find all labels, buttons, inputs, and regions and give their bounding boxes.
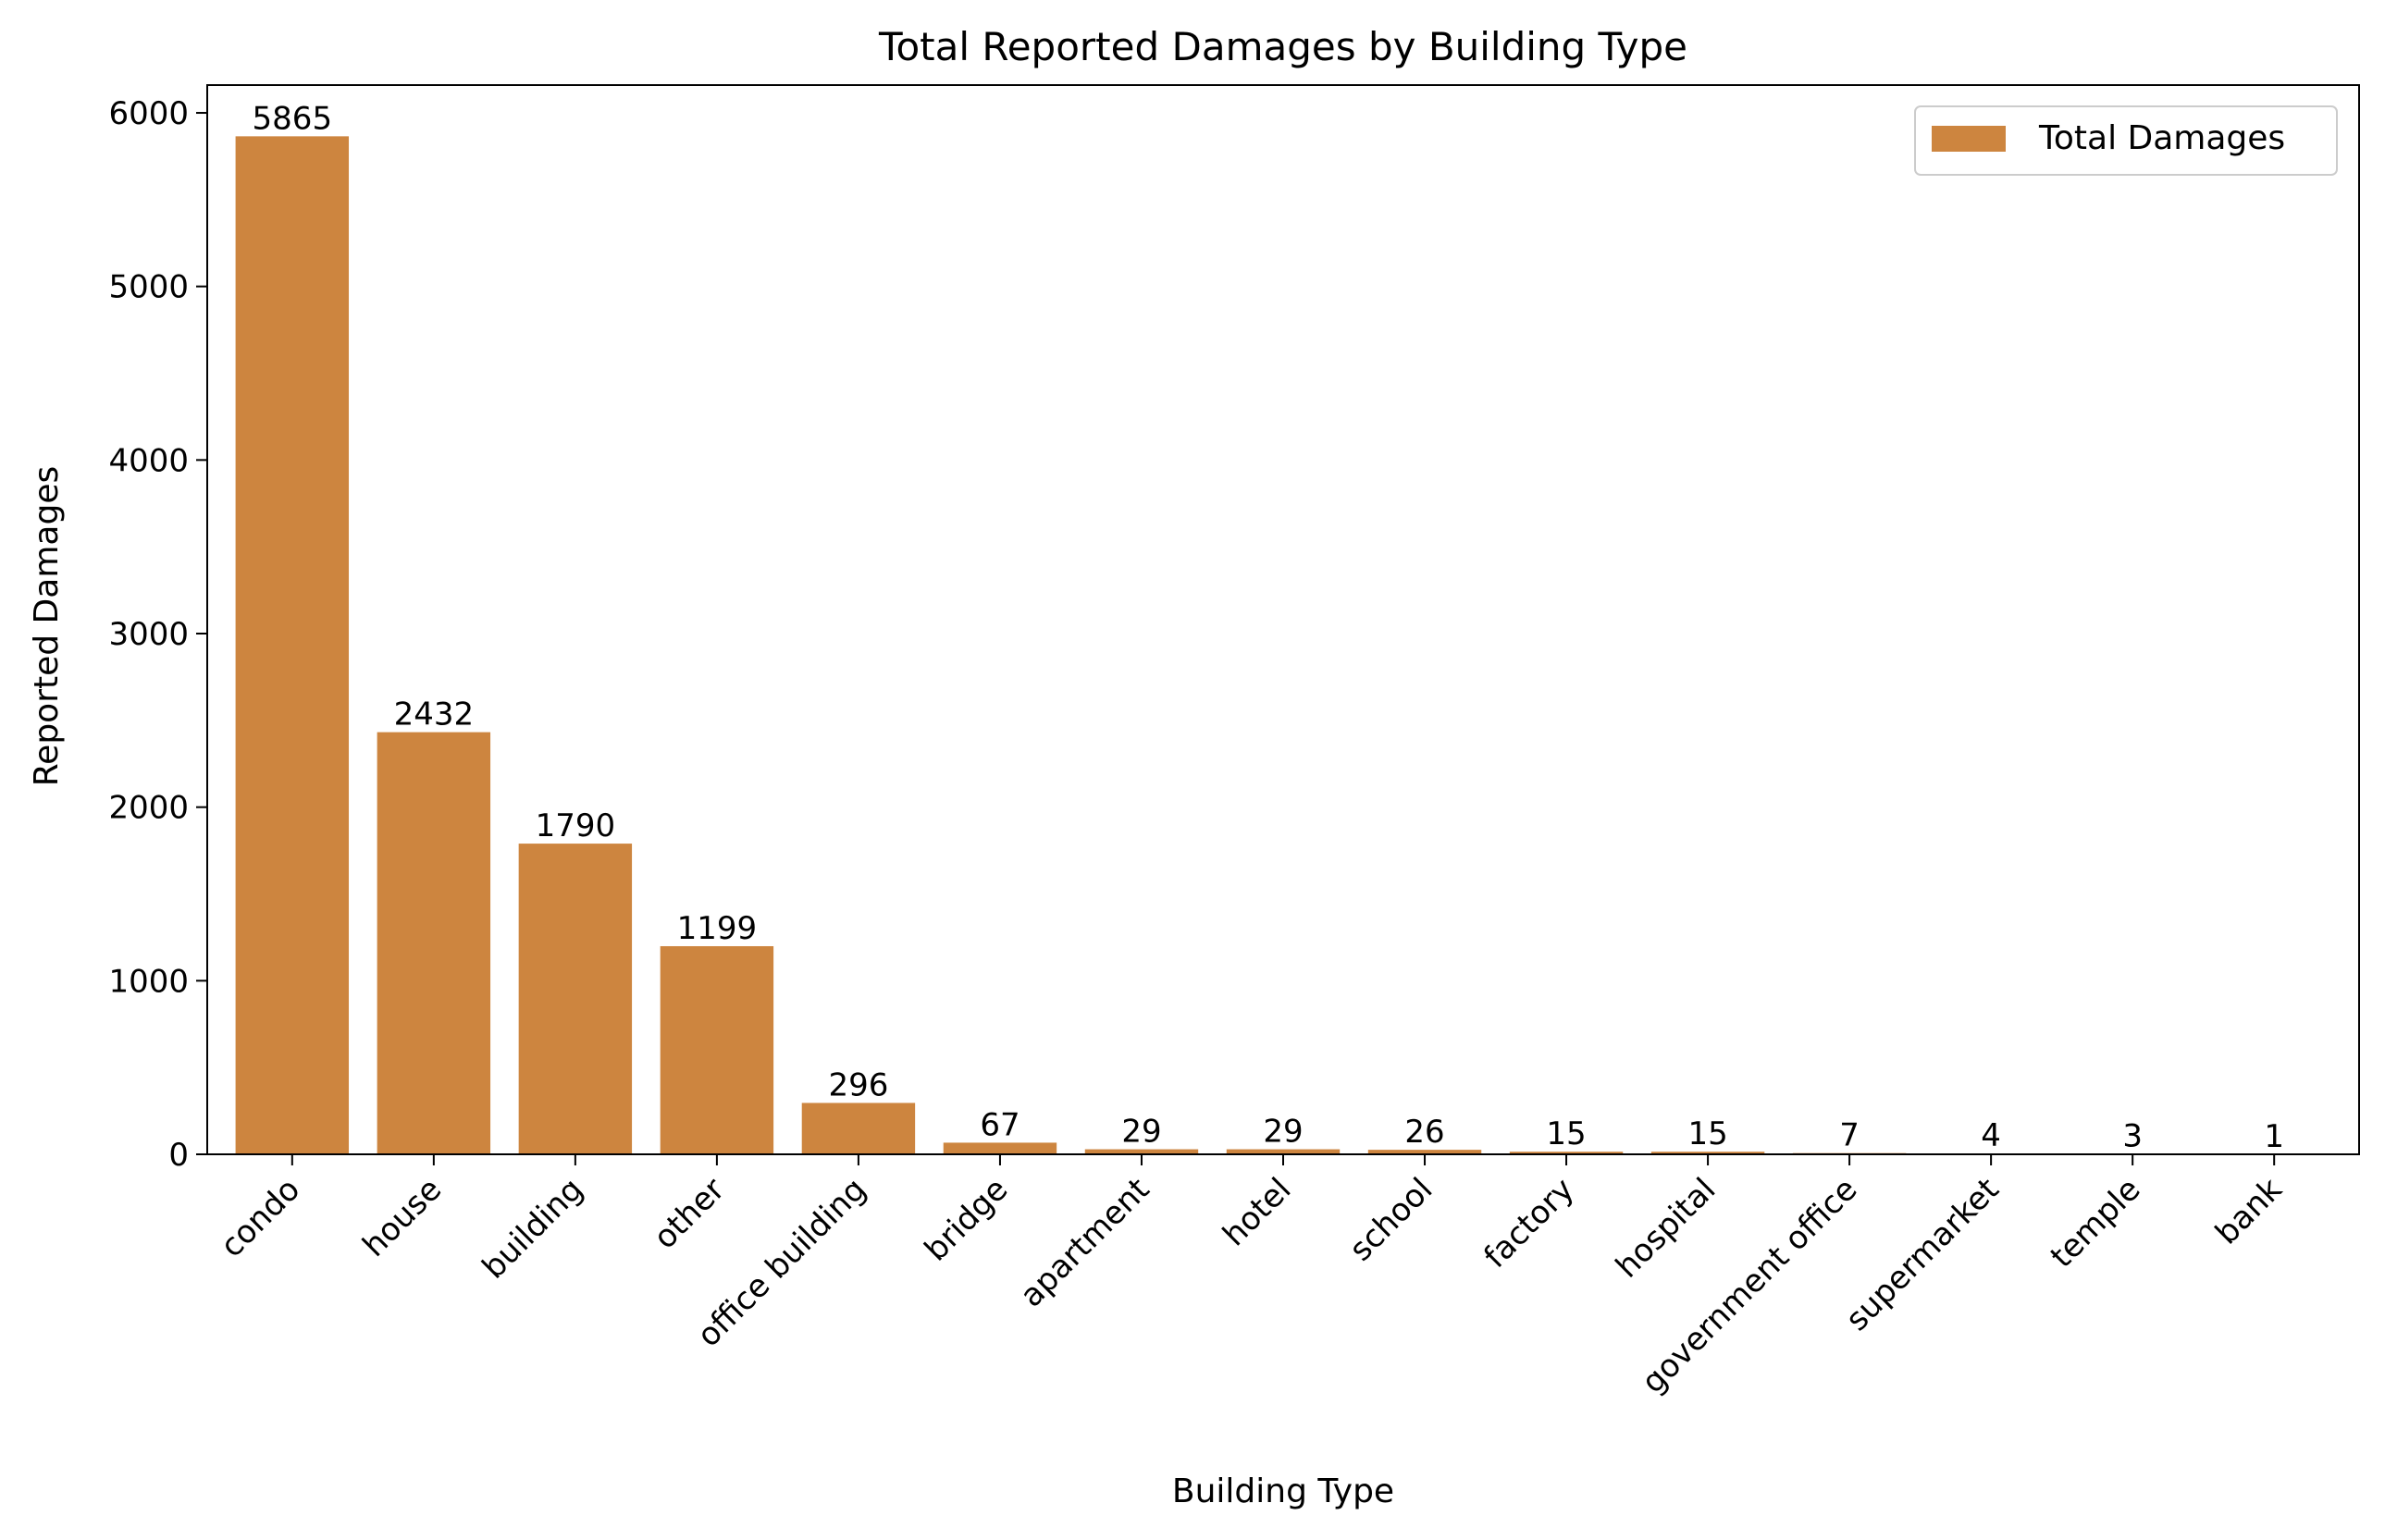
bar-house bbox=[377, 732, 491, 1154]
y-tick-label-3000: 3000 bbox=[108, 616, 189, 653]
data-label-bank: 1 bbox=[2264, 1118, 2284, 1155]
data-label-other: 1199 bbox=[677, 910, 758, 947]
data-label-supermarket: 4 bbox=[1981, 1117, 2001, 1154]
y-tick-label-4000: 4000 bbox=[108, 442, 189, 479]
bar-office-building bbox=[801, 1103, 916, 1154]
data-labels-group: 5865 2432 1790 1199 296 67 29 29 26 15 15 7 4 3 1 bbox=[253, 100, 2284, 1154]
data-label-hospital: 15 bbox=[1687, 1115, 1727, 1152]
bar-factory bbox=[1509, 1152, 1624, 1154]
y-axis-label: Reported Damages bbox=[28, 466, 66, 786]
data-label-office-building: 296 bbox=[828, 1066, 888, 1103]
bar-condo bbox=[235, 136, 350, 1155]
bar-other bbox=[660, 945, 774, 1154]
data-label-condo: 5865 bbox=[253, 100, 333, 137]
data-label-temple: 3 bbox=[2122, 1117, 2143, 1154]
data-label-building: 1790 bbox=[536, 807, 616, 844]
bar-bridge bbox=[943, 1142, 1057, 1154]
y-tick-label-6000: 6000 bbox=[108, 95, 189, 132]
x-axis-label: Building Type bbox=[1172, 1472, 1394, 1510]
legend-entry-label: Total Damages bbox=[2038, 119, 2285, 157]
y-tick-label-0: 0 bbox=[168, 1137, 189, 1174]
data-label-factory: 15 bbox=[1546, 1115, 1586, 1152]
bar-building bbox=[518, 844, 633, 1154]
y-tick-label-5000: 5000 bbox=[108, 269, 189, 306]
data-label-school: 26 bbox=[1404, 1114, 1444, 1151]
y-tick-label-1000: 1000 bbox=[108, 963, 189, 1000]
legend-box bbox=[1914, 105, 2338, 176]
legend-swatch bbox=[1932, 126, 2006, 152]
bar-hotel bbox=[1226, 1149, 1341, 1154]
data-label-apartment: 29 bbox=[1121, 1114, 1161, 1151]
y-axis-ticks: 0 1000 2000 3000 4000 5000 6000 bbox=[108, 95, 207, 1174]
bar-school bbox=[1367, 1150, 1482, 1154]
bars-group bbox=[235, 136, 2331, 1155]
data-label-house: 2432 bbox=[394, 696, 475, 733]
data-label-government-office: 7 bbox=[1839, 1117, 1860, 1154]
legend: Total Damages bbox=[1914, 105, 2338, 176]
data-label-hotel: 29 bbox=[1263, 1114, 1303, 1151]
y-tick-label-2000: 2000 bbox=[108, 790, 189, 827]
bar-apartment bbox=[1084, 1149, 1199, 1154]
data-label-bridge: 67 bbox=[980, 1106, 1019, 1143]
bar-hospital bbox=[1650, 1152, 1765, 1154]
chart-title: Total Reported Damages by Building Type bbox=[878, 24, 1687, 69]
